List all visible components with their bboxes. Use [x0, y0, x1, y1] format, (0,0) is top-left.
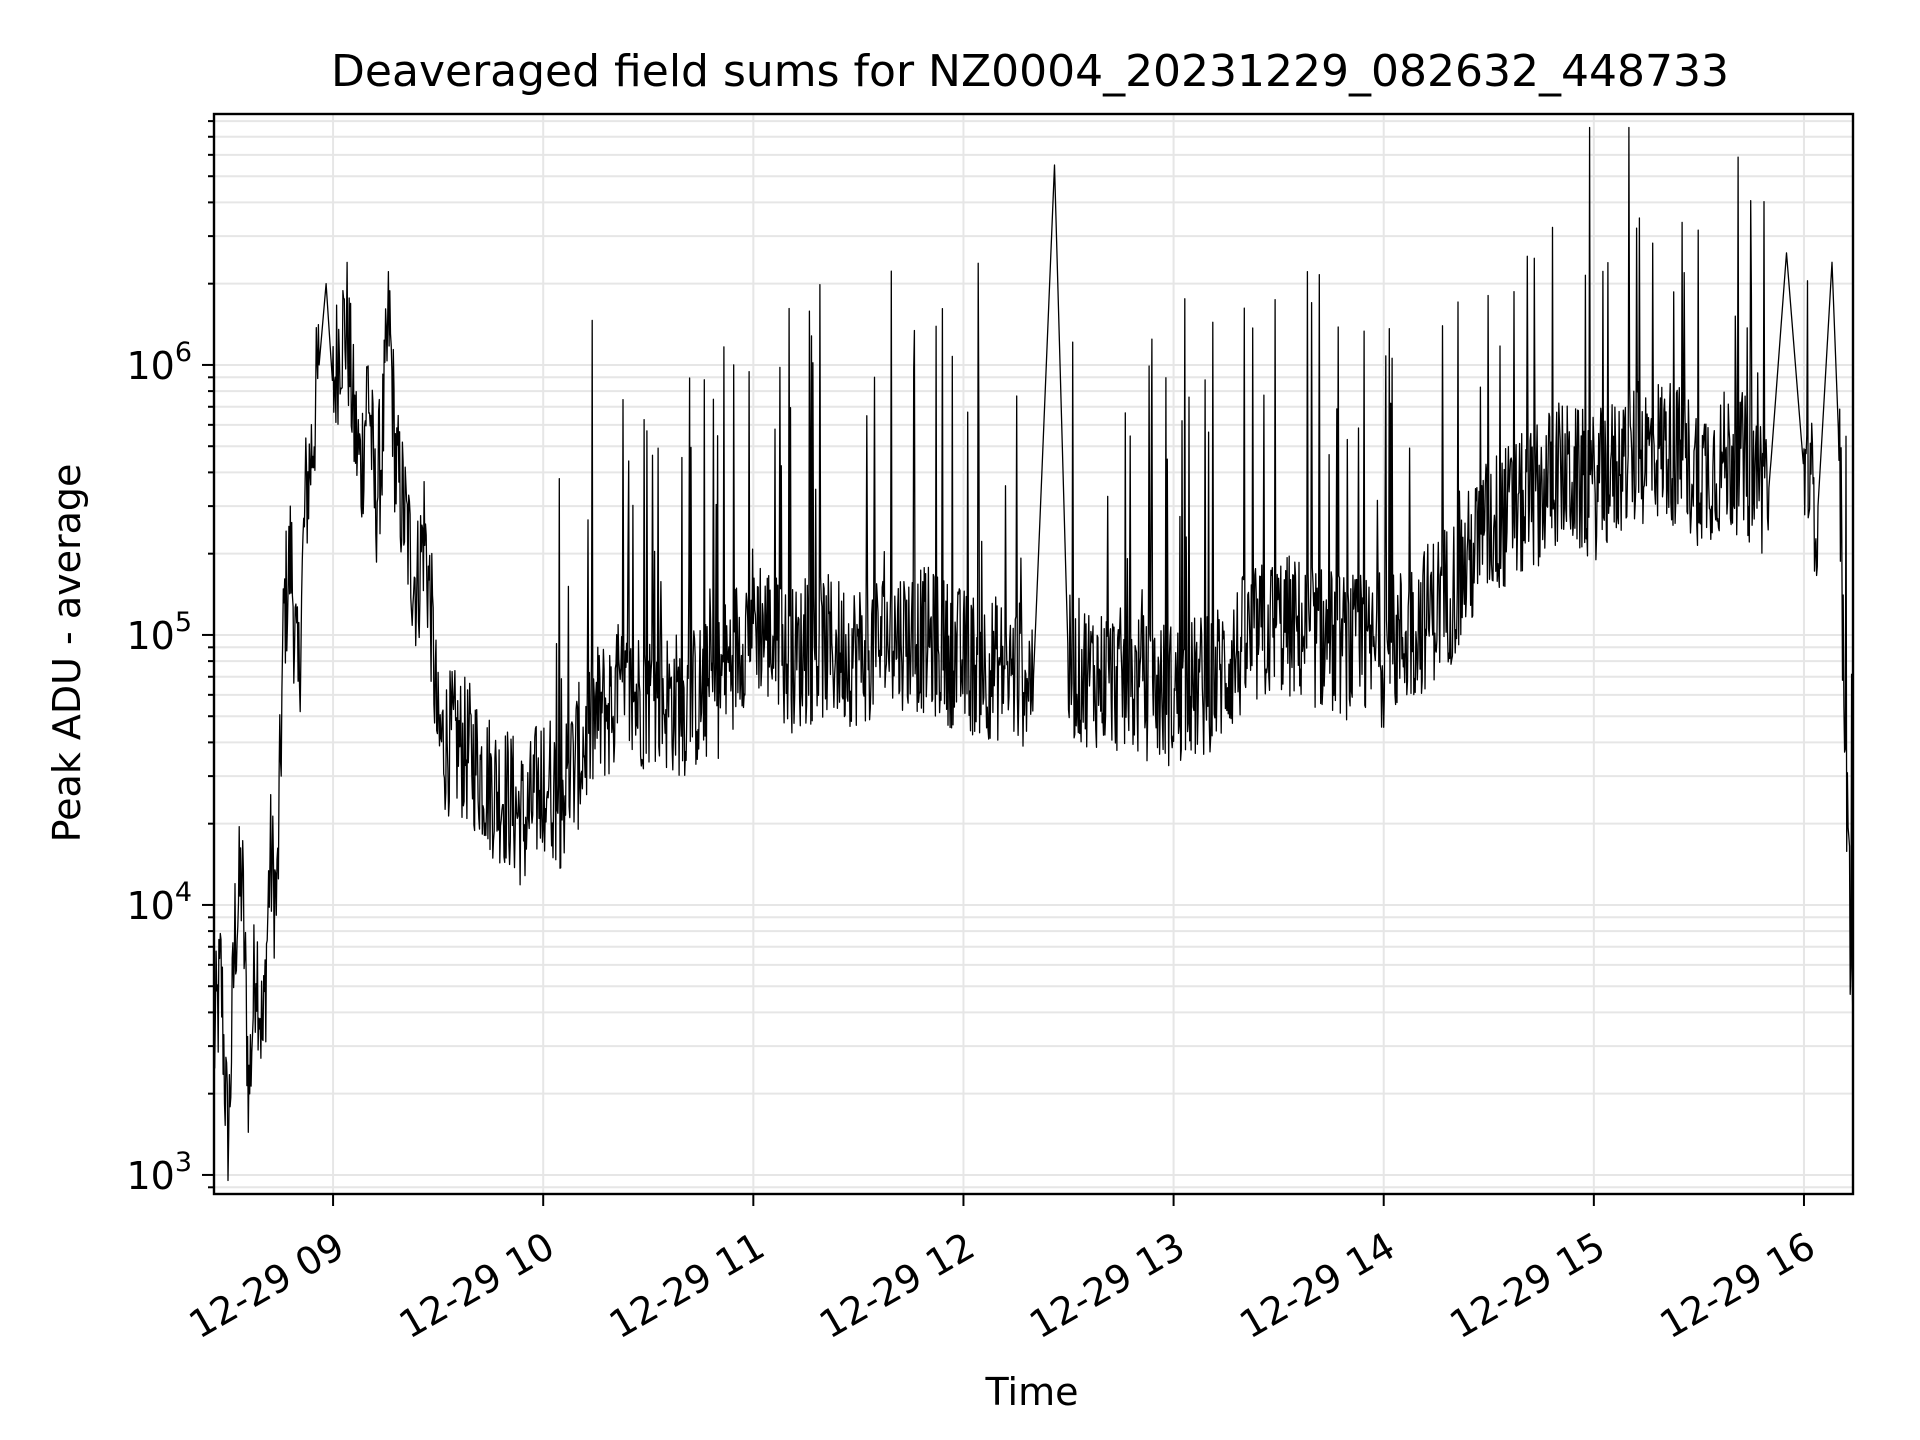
y-tick-label: 104	[126, 877, 192, 928]
y-tick-label: 105	[126, 607, 192, 658]
x-tick-label: 12-29 11	[602, 1224, 772, 1348]
x-axis-label: Time	[985, 1370, 1079, 1414]
plot-frame	[212, 112, 1855, 1196]
grid	[214, 114, 1853, 1194]
y-axis-label: Peak ADU - average	[45, 464, 89, 843]
y-tick-label: 106	[126, 337, 192, 388]
chart-title: Deaveraged field sums for NZ0004_2023122…	[331, 46, 1729, 97]
x-axis-ticks: 12-29 09 12-29 10 12-29 11 12-29 12 12-29 13…	[182, 1194, 1823, 1348]
x-tick-label: 12-29 12	[812, 1224, 982, 1348]
x-tick-label: 12-29 16	[1653, 1224, 1823, 1348]
y-tick-label: 103	[126, 1147, 192, 1198]
x-tick-label: 12-29 09	[182, 1224, 352, 1348]
y-axis-ticks: 103 104 105 106	[126, 120, 214, 1198]
x-tick-label: 12-29 10	[392, 1224, 562, 1348]
x-tick-label: 12-29 15	[1442, 1224, 1612, 1348]
x-tick-label: 12-29 14	[1232, 1224, 1402, 1348]
series-line	[213, 126, 1854, 1182]
series-layer	[213, 126, 1854, 1182]
x-tick-label: 12-29 13	[1022, 1224, 1192, 1348]
